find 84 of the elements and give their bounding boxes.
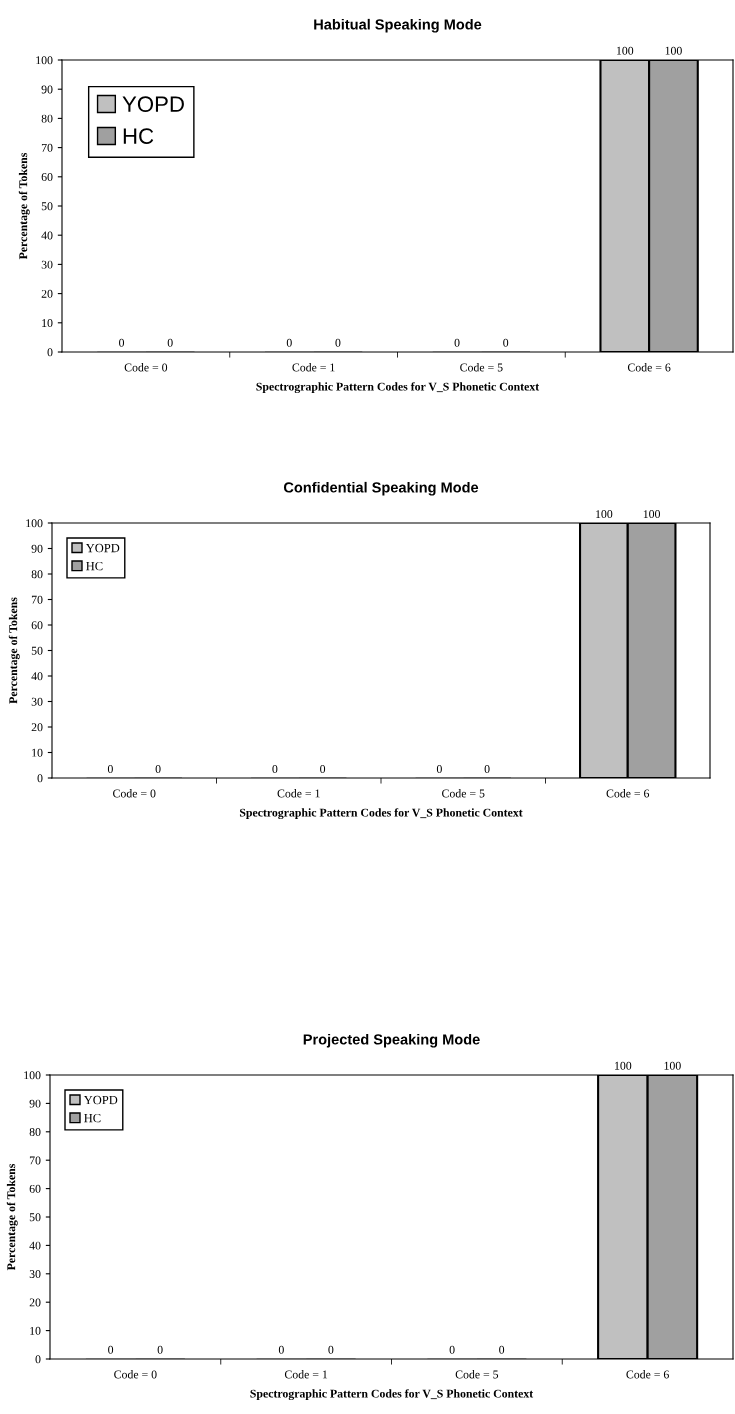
x-axis-title: Spectrographic Pattern Codes for V_S Phonetic Context — [239, 808, 523, 820]
data-label: 0 — [167, 338, 173, 347]
legend-label: YOPD — [122, 96, 184, 112]
data-label: 100 — [615, 1061, 632, 1070]
x-axis-title: Spectrographic Pattern Codes for V_S Phonetic Context — [250, 1389, 534, 1401]
data-label: 0 — [335, 338, 341, 347]
y-tick-label: 20 — [31, 723, 43, 732]
x-tick-label: Code = 1 — [284, 1370, 328, 1379]
y-tick-label: 50 — [31, 646, 43, 655]
data-label: 0 — [436, 765, 442, 774]
y-tick-label: 0 — [47, 348, 53, 357]
y-tick-label: 60 — [29, 1184, 41, 1193]
data-label: 0 — [107, 765, 113, 774]
x-tick-label: Code = 6 — [606, 789, 650, 798]
y-axis-title: Percentage of Tokens — [8, 597, 20, 704]
data-label: 0 — [449, 1345, 455, 1354]
data-label: 0 — [503, 338, 509, 347]
y-tick-label: 20 — [41, 289, 53, 298]
data-label: 0 — [286, 338, 292, 347]
y-tick-label: 30 — [31, 697, 43, 706]
x-tick-label: Code = 6 — [627, 363, 671, 372]
y-tick-label: 100 — [26, 519, 43, 528]
legend-label: HC — [123, 128, 154, 144]
y-tick-label: 90 — [41, 85, 53, 94]
chart-title: Habitual Speaking Mode — [314, 18, 482, 33]
legend-label: YOPD — [83, 1095, 118, 1105]
y-tick-label: 10 — [42, 319, 53, 328]
y-tick-label: 100 — [24, 1071, 41, 1080]
data-label: 100 — [643, 510, 661, 519]
legend-label: HC — [84, 1113, 101, 1123]
x-tick-label: Code = 1 — [277, 789, 320, 798]
data-label: 100 — [616, 46, 634, 55]
y-tick-label: 90 — [29, 1099, 41, 1108]
y-tick-label: 60 — [41, 173, 53, 182]
legend-label: HC — [86, 561, 103, 571]
x-tick-label: Code = 6 — [626, 1370, 669, 1379]
x-tick-label: Code = 0 — [113, 789, 156, 798]
y-tick-label: 30 — [29, 1270, 41, 1279]
y-tick-label: 70 — [31, 595, 43, 604]
data-label: 0 — [157, 1345, 163, 1354]
y-tick-label: 20 — [29, 1298, 41, 1307]
data-label: 0 — [499, 1345, 505, 1354]
chart-title: Confidential Speaking Mode — [283, 481, 479, 496]
y-tick-label: 80 — [29, 1128, 41, 1137]
y-tick-label: 80 — [41, 114, 53, 123]
data-label: 0 — [155, 765, 161, 774]
x-axis-title: Spectrographic Pattern Codes for V_S Phonetic Context — [256, 382, 540, 394]
y-axis-title: Percentage of Tokens — [18, 152, 30, 260]
x-tick-label: Code = 0 — [114, 1370, 157, 1379]
y-tick-label: 70 — [41, 143, 53, 152]
data-label: 0 — [320, 765, 326, 774]
data-label: 0 — [454, 338, 460, 347]
y-tick-label: 40 — [31, 672, 43, 681]
data-label: 0 — [484, 765, 490, 774]
data-label: 100 — [665, 46, 682, 55]
y-tick-label: 60 — [31, 621, 43, 630]
y-tick-label: 10 — [30, 1326, 41, 1335]
y-tick-label: 90 — [31, 544, 43, 553]
y-tick-label: 50 — [29, 1213, 41, 1222]
data-label: 0 — [278, 1345, 284, 1354]
data-label: 0 — [119, 338, 125, 347]
y-tick-label: 40 — [29, 1241, 41, 1250]
y-tick-label: 0 — [37, 774, 43, 783]
x-tick-label: Code = 5 — [455, 1370, 499, 1379]
data-label: 0 — [108, 1345, 114, 1354]
y-tick-label: 50 — [41, 202, 53, 211]
x-tick-label: Code = 1 — [292, 363, 335, 372]
y-tick-label: 0 — [35, 1355, 41, 1364]
y-tick-label: 70 — [29, 1156, 41, 1165]
x-tick-label: Code = 5 — [442, 789, 485, 798]
legend-label: YOPD — [85, 543, 120, 553]
chart-title: Projected Speaking Mode — [303, 1033, 480, 1048]
y-tick-label: 100 — [36, 56, 53, 65]
y-axis-title: Percentage of Tokens — [6, 1163, 18, 1271]
data-label: 100 — [664, 1061, 681, 1070]
data-label: 0 — [328, 1345, 334, 1354]
x-tick-label: Code = 5 — [460, 363, 503, 372]
data-label: 0 — [272, 765, 278, 774]
y-tick-label: 80 — [31, 570, 43, 579]
x-tick-label: Code = 0 — [124, 363, 168, 372]
y-tick-label: 40 — [41, 231, 53, 240]
y-tick-label: 30 — [41, 260, 53, 269]
data-label: 100 — [596, 510, 613, 519]
y-tick-label: 10 — [32, 748, 43, 757]
